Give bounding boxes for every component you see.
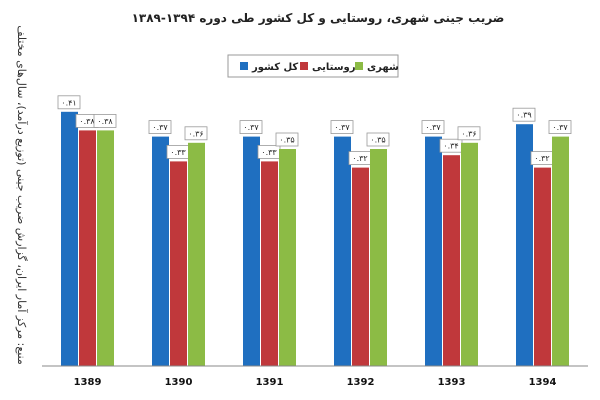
legend-box <box>227 54 399 78</box>
bar <box>552 136 569 366</box>
legend-entry: کل کشور <box>240 62 298 73</box>
data-label: ۰.۳۹ <box>512 107 536 122</box>
data-label-text: ۰.۳۴ <box>443 142 458 151</box>
x-tick-label: 1393 <box>438 377 466 388</box>
data-label-box <box>548 120 572 134</box>
legend-label: شهری <box>367 62 399 73</box>
legend-swatch <box>355 62 363 70</box>
data-label: ۰.۳۴ <box>439 138 463 153</box>
bar <box>261 161 278 366</box>
bar <box>352 167 369 366</box>
data-label: ۰.۳۸ <box>93 114 117 128</box>
data-label-box <box>239 120 263 134</box>
data-label-text: ۰.۳۵ <box>279 136 294 145</box>
data-label: ۰.۳۵ <box>366 132 390 147</box>
bar <box>243 136 260 366</box>
data-label-text: ۰.۳۶ <box>461 129 476 138</box>
data-label-text: ۰.۳۷ <box>334 123 350 132</box>
data-label-text: ۰.۳۹ <box>516 111 531 120</box>
bar <box>443 155 460 366</box>
data-label-box <box>421 120 445 134</box>
x-tick-label: 1391 <box>256 377 284 388</box>
data-label-text: ۰.۳۲ <box>534 154 549 163</box>
x-tick-label: 1389 <box>74 377 102 388</box>
x-tick-label: 1394 <box>529 377 557 388</box>
bar <box>79 130 96 366</box>
x-tick-label: 1392 <box>347 377 375 388</box>
data-label-text: ۰.۳۵ <box>370 136 385 145</box>
data-label-text: ۰.۴۱ <box>61 98 76 107</box>
data-label: ۰.۳۲ <box>348 151 372 166</box>
data-label: ۰.۴۱ <box>57 95 81 110</box>
bar <box>334 136 351 366</box>
data-label-text: ۰.۳۷ <box>152 123 168 132</box>
legend-entry: روستایی <box>300 62 356 73</box>
source-note: منبع: مرکز آمار ایران، گزارش ضریب جینی (… <box>15 25 29 365</box>
data-label: ۰.۳۷ <box>548 120 572 134</box>
data-label-text: ۰.۳۳ <box>170 148 186 157</box>
bar <box>370 149 387 366</box>
bar-group-1391: ۰.۳۷ ۰.۳۳۰.۳۵ <box>239 120 299 366</box>
legend-label: روستایی <box>312 62 356 73</box>
data-label-box <box>457 126 481 141</box>
data-label-text: ۰.۳۷ <box>425 123 441 132</box>
data-label: ۰.۳۷ <box>239 120 263 134</box>
bar-group-1389: ۰.۴۱ ۰.۳۸ ۰.۳۸ <box>57 95 117 366</box>
data-label: ۰.۳۵ <box>275 132 299 147</box>
data-label-box <box>57 95 81 110</box>
data-label-text: ۰.۳۷ <box>243 123 259 132</box>
bar <box>170 161 187 366</box>
data-label-text: ۰.۳۶ <box>188 129 203 138</box>
bar-group-1392: ۰.۳۷ ۰.۳۲۰.۳۵ <box>330 120 390 366</box>
data-label-box <box>366 132 390 147</box>
legend: کل کشور روستایی شهری <box>227 54 399 78</box>
data-label-box <box>148 120 172 134</box>
bar-group-1390: ۰.۳۷ ۰.۳۳ ۰.۳۶ <box>148 120 208 366</box>
data-label-text: ۰.۳۲ <box>352 154 367 163</box>
bar <box>97 130 114 366</box>
bar <box>279 149 296 366</box>
data-label-text: ۰.۳۳ <box>261 148 277 157</box>
data-label: ۰.۳۷ <box>421 120 445 134</box>
data-label: ۰.۳۶ <box>184 126 208 141</box>
data-label: ۰.۳۶ <box>457 126 481 141</box>
legend-swatch <box>240 62 248 70</box>
legend-entry: شهری <box>355 62 399 73</box>
data-label-box <box>184 126 208 141</box>
data-label-text: ۰.۳۸ <box>79 117 95 126</box>
legend-swatch <box>300 62 308 70</box>
bars: ۰.۴۱۰.۳۸ ۰.۳۸۰.۳۷۰.۳۳۰.۳۶۰.۳۷۰.۳۳۰.۳۵۰.۳۷… <box>57 95 572 366</box>
bar <box>516 124 533 366</box>
data-label-box <box>93 114 117 128</box>
data-label: ۰.۳۳ <box>166 144 190 159</box>
data-label-text: ۰.۳۷ <box>552 123 568 132</box>
data-label-box <box>330 120 354 134</box>
bar <box>61 111 78 366</box>
x-tick-label: 1390 <box>165 377 193 388</box>
data-label-box <box>512 107 536 122</box>
bar <box>188 142 205 366</box>
data-label: ۰.۳۳ <box>257 144 281 159</box>
data-label-text: ۰.۳۸ <box>97 117 113 126</box>
bar <box>152 136 169 366</box>
bar-group-1393: ۰.۳۷ ۰.۳۴۰.۳۶ <box>421 120 481 366</box>
bar-group-1394: ۰.۳۹ ۰.۳۲ ۰.۳۷ <box>512 107 572 366</box>
data-label: ۰.۳۲ <box>530 151 554 166</box>
data-label: ۰.۳۷ <box>330 120 354 134</box>
bar <box>461 142 478 366</box>
bar <box>425 136 442 366</box>
legend-label: کل کشور <box>251 62 298 73</box>
data-label: ۰.۳۷ <box>148 120 172 134</box>
data-label-box <box>275 132 299 147</box>
x-axis-ticks: 1389 1390 1391 1392 1393 1394 <box>74 377 557 388</box>
chart-title: ضریب جینی شهری، روستایی و کل کشور طی دور… <box>132 11 505 26</box>
bar <box>534 167 551 366</box>
